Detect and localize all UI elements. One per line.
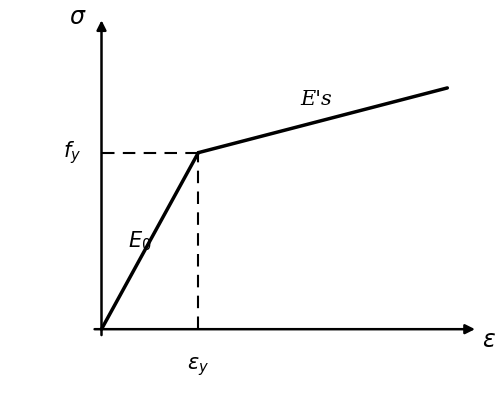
Text: $E_0$: $E_0$: [128, 229, 152, 253]
Text: $\varepsilon_y$: $\varepsilon_y$: [188, 356, 210, 379]
Text: $\varepsilon$: $\varepsilon$: [482, 329, 496, 352]
Text: $f_y$: $f_y$: [62, 139, 81, 166]
Text: E's: E's: [300, 90, 332, 109]
Text: $\sigma$: $\sigma$: [68, 6, 86, 29]
